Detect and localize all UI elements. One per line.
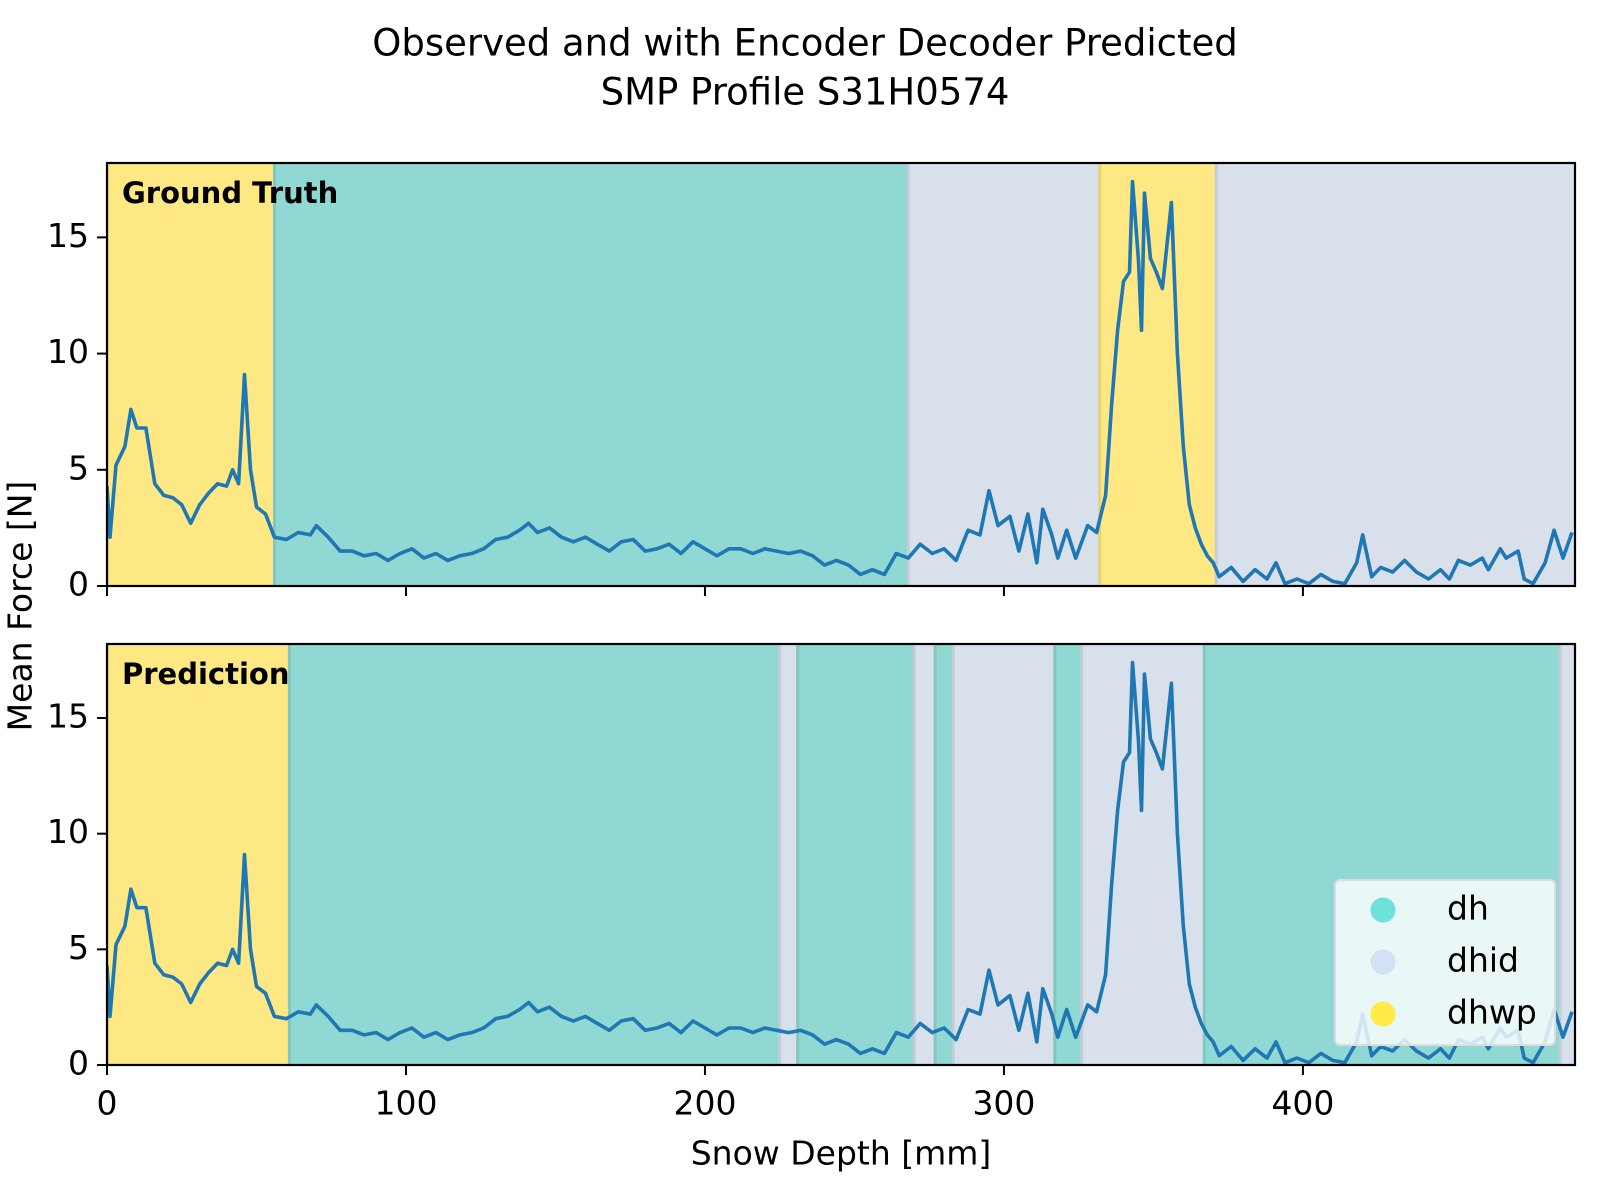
class-region xyxy=(1054,644,1083,1065)
class-region xyxy=(1215,163,1575,586)
class-region xyxy=(913,644,936,1065)
y-axis-label: Mean Force [N] xyxy=(1,481,40,732)
legend-label: dhwp xyxy=(1447,993,1537,1032)
class-region xyxy=(907,163,1101,586)
x-tick-label: 400 xyxy=(1271,1084,1334,1123)
force-line xyxy=(107,660,1574,1065)
class-region xyxy=(1098,163,1217,586)
y-tick-label: 5 xyxy=(68,928,89,967)
plot-area xyxy=(107,644,1575,1065)
class-region xyxy=(778,644,799,1065)
title-line: Observed and with Encoder Decoder Predic… xyxy=(372,22,1238,65)
panel-label: Ground Truth xyxy=(122,176,338,210)
title-line: SMP Profile S31H0574 xyxy=(601,71,1010,114)
legend-label: dhid xyxy=(1447,941,1519,980)
class-region xyxy=(273,163,910,586)
class-region xyxy=(952,644,1056,1065)
x-axis-label: Snow Depth [mm] xyxy=(691,1134,992,1173)
x-tick-label: 100 xyxy=(374,1084,437,1123)
legend-label: dh xyxy=(1447,889,1489,928)
legend-marker xyxy=(1370,949,1396,975)
axes-frame xyxy=(105,642,1577,1067)
y-tick-label: 0 xyxy=(68,1044,89,1083)
y-tick-label: 5 xyxy=(68,448,89,487)
y-tick-label: 0 xyxy=(68,565,89,604)
x-tick-label: 200 xyxy=(673,1084,736,1123)
legend-marker xyxy=(1370,1001,1396,1027)
y-tick-label: 15 xyxy=(47,216,89,255)
x-tick-label: 300 xyxy=(972,1084,1035,1123)
class-region xyxy=(1559,644,1575,1065)
axes-frame xyxy=(105,161,1577,588)
class-region xyxy=(934,644,954,1065)
class-region xyxy=(796,644,916,1065)
force-line xyxy=(107,179,1574,586)
panel-label: Prediction xyxy=(122,657,290,691)
class-region xyxy=(107,644,291,1065)
y-tick-label: 15 xyxy=(47,697,89,736)
class-region xyxy=(288,644,781,1065)
legend-marker xyxy=(1370,897,1396,923)
y-tick-label: 10 xyxy=(47,332,89,371)
plot-area xyxy=(107,163,1575,586)
x-tick-label: 0 xyxy=(97,1084,118,1123)
y-tick-label: 10 xyxy=(47,812,89,851)
